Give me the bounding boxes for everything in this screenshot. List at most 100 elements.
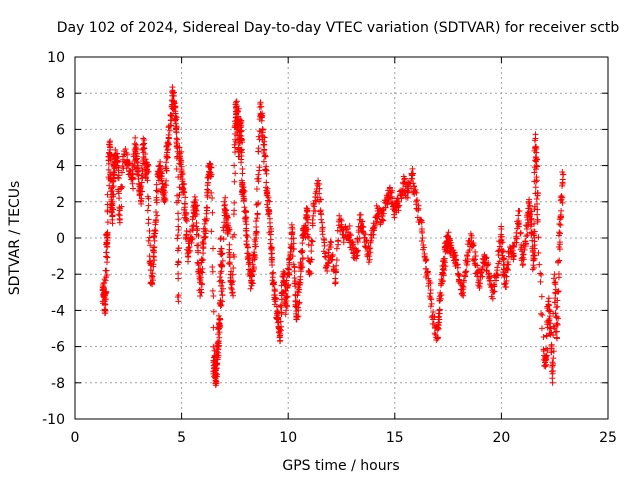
data-point: [520, 261, 527, 268]
data-point: [108, 204, 115, 211]
data-point: [515, 223, 522, 230]
data-point: [531, 235, 538, 241]
data-point: [188, 239, 195, 246]
data-point: [373, 218, 380, 225]
data-point: [103, 244, 110, 251]
data-point: [303, 205, 310, 212]
data-point: [236, 132, 243, 139]
data-point: [219, 250, 226, 257]
data-point: [547, 320, 554, 327]
data-point: [308, 248, 315, 255]
data-point: [435, 314, 442, 321]
data-point: [312, 208, 319, 215]
data-point: [477, 280, 484, 287]
data-point: [510, 244, 517, 251]
data-point: [258, 117, 265, 124]
data-point: [231, 162, 238, 169]
data-point: [174, 294, 181, 301]
data-point: [299, 248, 306, 255]
data-point: [199, 256, 206, 263]
data-point: [418, 238, 425, 245]
data-point: [255, 199, 262, 206]
data-point: [472, 252, 479, 259]
data-point: [197, 277, 204, 284]
data-point: [109, 200, 116, 207]
data-point: [175, 223, 182, 230]
data-point: [340, 239, 347, 246]
data-point: [329, 253, 336, 260]
data-point: [268, 226, 275, 233]
data-point: [174, 235, 181, 242]
data-point: [420, 244, 427, 251]
data-point: [228, 289, 235, 296]
data-point: [550, 323, 557, 330]
data-point: [427, 295, 434, 302]
data-point: [216, 316, 223, 323]
data-point: [277, 337, 284, 344]
data-point: [132, 134, 139, 141]
data-point: [464, 252, 471, 259]
data-point: [244, 234, 251, 241]
data-point: [144, 166, 151, 173]
data-point: [103, 249, 110, 256]
data-point: [260, 141, 267, 148]
data-point: [165, 141, 172, 148]
data-point: [238, 122, 245, 129]
data-point: [322, 250, 329, 257]
data-point: [181, 189, 188, 196]
data-point: [479, 266, 486, 273]
data-point: [114, 158, 121, 165]
data-point: [309, 238, 316, 245]
data-point: [248, 279, 255, 286]
data-point: [534, 206, 541, 213]
data-point: [338, 217, 345, 224]
data-point: [538, 310, 545, 317]
data-point: [560, 171, 567, 178]
data-point: [134, 159, 141, 166]
data-point: [294, 313, 301, 320]
data-point: [149, 270, 156, 277]
data-point: [538, 293, 545, 300]
data-point: [115, 175, 122, 182]
data-point: [291, 264, 298, 271]
data-point: [556, 257, 563, 264]
data-point: [487, 277, 494, 284]
data-point: [347, 232, 354, 239]
data-point: [290, 261, 297, 268]
data-point: [198, 289, 205, 296]
data-point: [142, 156, 149, 163]
data-point: [253, 224, 260, 230]
data-point: [244, 244, 251, 251]
data-point: [108, 209, 115, 216]
data-points: [99, 84, 567, 389]
data-point: [277, 330, 284, 337]
data-point: [139, 141, 146, 148]
data-point: [297, 273, 304, 280]
data-point: [504, 259, 511, 266]
data-point: [304, 205, 311, 212]
data-point: [207, 164, 214, 171]
data-point: [290, 245, 297, 252]
data-point: [533, 174, 540, 181]
data-point: [216, 334, 223, 341]
data-point: [154, 188, 161, 195]
data-point: [544, 347, 551, 353]
data-point: [229, 289, 236, 296]
data-point: [216, 274, 223, 281]
data-point: [310, 212, 317, 219]
data-point: [162, 163, 169, 170]
data-point: [418, 228, 425, 235]
data-point: [528, 208, 535, 215]
data-point: [173, 199, 180, 206]
data-point: [202, 227, 209, 234]
data-point: [206, 168, 213, 175]
y-tick-label: 6: [56, 122, 65, 138]
data-point: [459, 283, 466, 290]
data-point: [141, 145, 148, 152]
data-point: [193, 219, 200, 226]
data-point: [102, 307, 109, 314]
data-point: [224, 214, 231, 221]
data-point: [531, 169, 538, 176]
data-point: [538, 325, 545, 332]
